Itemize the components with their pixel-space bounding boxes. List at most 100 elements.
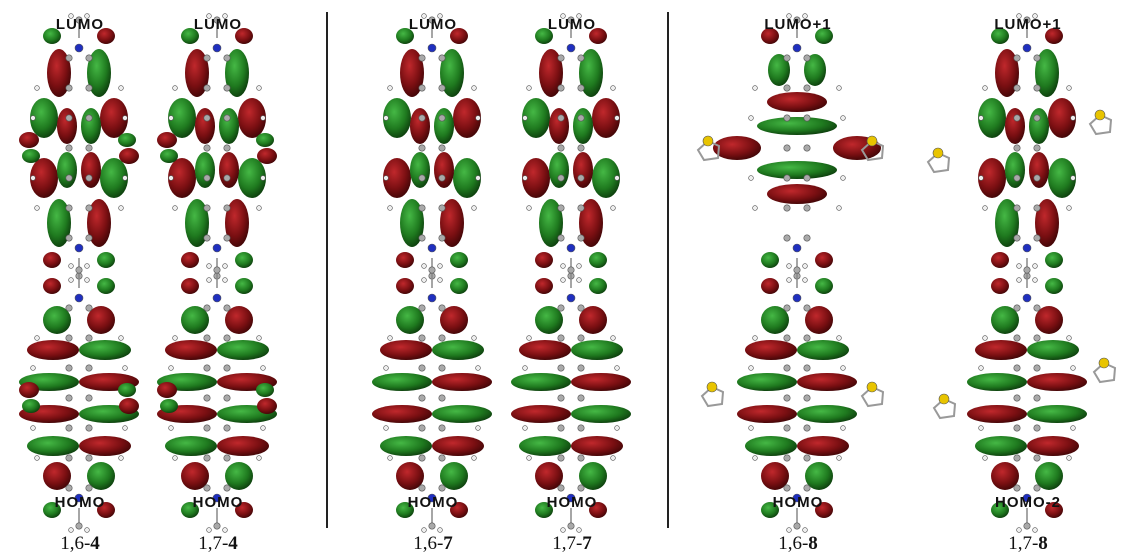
positive-lobe <box>511 405 571 423</box>
negative-lobe <box>434 108 454 144</box>
positive-lobe <box>761 278 779 294</box>
hydrogen-atom <box>752 85 758 91</box>
carbon-atom <box>1033 114 1041 122</box>
negative-lobe <box>1027 405 1087 423</box>
carbon-atom <box>65 54 73 62</box>
carbon-atom <box>85 364 93 372</box>
negative-lobe <box>804 54 826 86</box>
positive-lobe <box>815 502 833 518</box>
hydrogen-atom <box>982 455 988 461</box>
negative-lobe <box>432 340 484 360</box>
negative-lobe <box>383 98 411 138</box>
carbon-atom <box>1013 394 1021 402</box>
positive-lobe <box>119 148 139 164</box>
hydrogen-atom <box>118 455 124 461</box>
nitrogen-atom <box>427 493 437 503</box>
negative-lobe <box>1029 108 1049 144</box>
negative-lobe <box>991 28 1009 44</box>
nitrogen-atom <box>212 43 222 53</box>
hydrogen-atom <box>748 175 754 181</box>
carbon-atom <box>557 304 565 312</box>
hydrogen-atom <box>122 425 128 431</box>
carbon-atom <box>75 266 83 274</box>
hydrogen-atom <box>34 335 40 341</box>
orbital-label-bottom-6: HOMO-2 <box>995 494 1061 511</box>
hydrogen-atom <box>118 85 124 91</box>
positive-lobe <box>745 340 797 360</box>
positive-lobe <box>995 49 1019 97</box>
carbon-atom <box>1033 234 1041 242</box>
hydrogen-atom <box>748 115 754 121</box>
hydrogen-atom <box>1032 527 1038 533</box>
hydrogen-atom <box>84 527 90 533</box>
hydrogen-atom <box>1016 277 1022 283</box>
carbon-atom <box>557 114 565 122</box>
negative-lobe <box>256 383 274 397</box>
carbon-atom <box>803 144 811 152</box>
negative-lobe <box>571 340 623 360</box>
orbital-label-top-5: LUMO+1 <box>764 16 832 33</box>
carbon-atom <box>223 144 231 152</box>
positive-lobe <box>440 199 464 247</box>
hydrogen-atom <box>748 365 754 371</box>
hydrogen-atom <box>471 85 477 91</box>
orbital-molecule-5 <box>696 13 951 283</box>
positive-lobe <box>217 436 269 456</box>
carbon-atom <box>85 114 93 122</box>
hydrogen-atom <box>387 455 393 461</box>
carbon-atom <box>428 522 436 530</box>
carbon-atom <box>223 304 231 312</box>
carbon-atom <box>803 204 811 212</box>
hydrogen-atom <box>437 13 443 19</box>
positive-lobe <box>87 306 115 334</box>
positive-lobe <box>157 382 177 398</box>
carbon-atom <box>1013 174 1021 182</box>
hydrogen-atom <box>172 85 178 91</box>
carbon-atom <box>65 114 73 122</box>
hydrogen-atom <box>421 13 427 19</box>
compound-prefix-2: 1,7- <box>198 533 229 554</box>
orbital-molecule-7 <box>19 263 139 533</box>
carbon-atom <box>65 484 73 492</box>
carbon-atom <box>418 234 426 242</box>
orbital-label-top-2: LUMO <box>193 16 243 33</box>
carbon-atom <box>203 174 211 182</box>
hydrogen-atom <box>522 175 528 181</box>
compound-number-1: 4 <box>90 533 100 554</box>
carbon-atom <box>75 522 83 530</box>
negative-lobe <box>396 28 414 44</box>
carbon-atom <box>783 424 791 432</box>
negative-lobe <box>1048 158 1076 198</box>
negative-lobe <box>757 161 837 179</box>
nitrogen-atom <box>566 493 576 503</box>
negative-lobe <box>225 462 253 490</box>
carbon-atom <box>65 394 73 402</box>
hydrogen-atom <box>522 365 528 371</box>
positive-lobe <box>396 278 414 294</box>
compound-label-1: 1,6-4 <box>20 533 140 555</box>
carbon-atom <box>1013 204 1021 212</box>
hydrogen-atom <box>118 205 124 211</box>
sulfur-atom <box>706 381 718 393</box>
positive-lobe <box>57 108 77 144</box>
negative-lobe <box>815 278 833 294</box>
carbon-atom <box>418 144 426 152</box>
negative-lobe <box>797 405 857 423</box>
carbon-atom <box>577 304 585 312</box>
hydrogen-atom <box>383 175 389 181</box>
negative-lobe <box>87 49 111 97</box>
negative-lobe <box>160 149 178 163</box>
hydrogen-atom <box>168 115 174 121</box>
carbon-atom <box>203 204 211 212</box>
carbon-atom <box>1033 364 1041 372</box>
carbon-atom <box>203 484 211 492</box>
carbon-atom <box>223 424 231 432</box>
negative-lobe <box>991 306 1019 334</box>
negative-lobe <box>757 117 837 135</box>
hydrogen-atom <box>610 205 616 211</box>
negative-lobe <box>589 278 607 294</box>
hydrogen-atom <box>168 175 174 181</box>
hydrogen-atom <box>786 263 792 269</box>
hydrogen-atom <box>836 85 842 91</box>
carbon-atom <box>803 484 811 492</box>
